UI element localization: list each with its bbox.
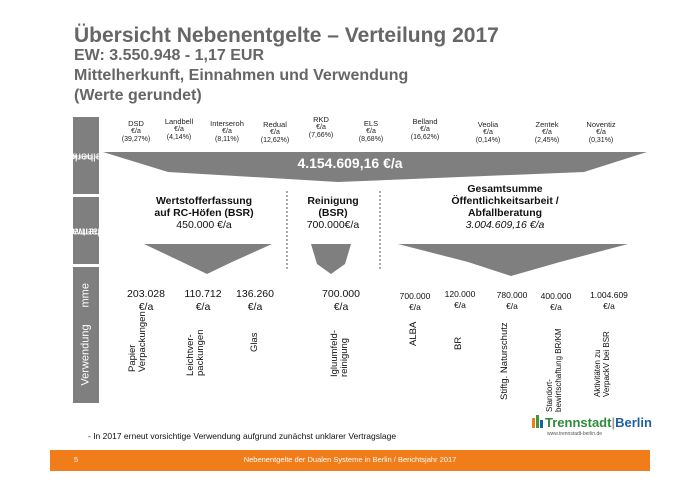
arrow-oeffentlichkeit [398, 244, 628, 276]
arrow-reinigung [311, 244, 351, 274]
logo-url: www.trennstadt-berlin.de [547, 431, 603, 437]
footer-bar: 5 Nebenentgelte der Dualen Systeme in Be… [50, 450, 650, 471]
subtitle-ew: EW: 3.550.948 - 1,17 EUR [74, 47, 265, 64]
use-leichtverpackungen: Leichtver-packungen [185, 329, 206, 376]
theme-amount: 450.000 €/a [176, 219, 232, 231]
use-br: BR [453, 336, 464, 350]
company-noventiz: Noventiz €/a (0,31%) [586, 120, 616, 145]
total-funnel-arrow [103, 152, 647, 182]
sum-standort: 400.000 €/a [540, 291, 572, 312]
side-label-verwendung: Verwendung [73, 307, 99, 403]
page-number: 5 [74, 455, 79, 464]
sum-br: 120.000 €/a [444, 289, 476, 310]
theme-reinigung: Reinigung (BSR) 700.000€/a [294, 195, 372, 231]
company-zentek: Zentek €/a (2,45%) [534, 120, 560, 145]
company-dsd: DSD €/a (39,27%) [121, 119, 151, 144]
sum-stiftung: 780.000 €/a [496, 290, 528, 311]
logo-word-trennstadt: Trennstadt [545, 415, 612, 430]
company-els: ELS €/a (8,68%) [358, 119, 384, 144]
side-label-mittelherkunft: Mittelherkunft (Kostenbeteiligung) [53, 117, 119, 194]
title-block: Übersicht Nebenentgelte – Verteilung 201… [74, 24, 499, 106]
sum-lvp: 110.712 €/a [184, 288, 222, 313]
use-glas: Glas [249, 332, 260, 352]
use-standortbewirtschaftung: Standort-bewirtschaftung BR/KM [545, 328, 563, 412]
sum-aktivitaeten: 1.004.609 €/a [590, 290, 628, 311]
company-landbell: Landbell €/a (4,14%) [164, 117, 194, 142]
company-interseroh: Interseroh €/a (8,11%) [210, 119, 244, 144]
company-redual: Redual €/a (12,62%) [260, 120, 290, 145]
subtitle-rounding: (Werte gerundet) [74, 87, 202, 104]
sum-alba: 700.000 €/a [399, 291, 431, 312]
sum-papier: 203.028 €/a [127, 288, 165, 313]
logo-word-berlin: Berlin [615, 415, 652, 430]
theme-oeffentlichkeitsarbeit: Gesamtsumme Öffentlichkeitsarbeit / Abfa… [420, 183, 590, 231]
company-belland: Belland €/a (16,62%) [410, 117, 440, 142]
arrow-wertstoff [144, 244, 272, 274]
sum-iglu: 700.000 €/a [322, 288, 360, 313]
logo-mark-icon [532, 415, 543, 428]
footnote: - In 2017 erneut vorsichtige Verwendung … [88, 431, 397, 441]
side-label-thema: Thema / Verantwort. [58, 197, 114, 264]
subtitle-topic: Mittelherkunft, Einnahmen und Verwendung [74, 67, 409, 84]
company-rkd: RKD €/a (7,66%) [308, 115, 334, 140]
use-papier: Papier Verpackungen [127, 311, 148, 372]
theme-wertstofferfassung: Wertstofferfassung auf RC-Höfen (BSR) 45… [130, 195, 278, 231]
use-igluumfeldreinigung: Igluumfeld-reinigung [329, 330, 350, 377]
page-title: Übersicht Nebenentgelte – Verteilung 201… [74, 24, 499, 47]
theme-amount: 700.000€/a [306, 219, 360, 231]
company-veolia: Veolia €/a (0,14%) [475, 120, 501, 145]
total-amount: 4.154.609,16 €/a [297, 155, 403, 171]
use-aktivitaeten-verpackv: Aktivitäten zu VerpackV bei BSR [593, 331, 611, 397]
use-alba: ALBA [408, 321, 419, 346]
sum-glas: 136.260 €/a [236, 288, 274, 313]
theme-amount: 3.004.609,16 €/a [465, 219, 545, 231]
use-stiftung-naturschutz: Stiftg. Naturschutz [499, 322, 510, 400]
footer-text: Nebenentgelte der Dualen Systeme in Berl… [243, 455, 457, 464]
